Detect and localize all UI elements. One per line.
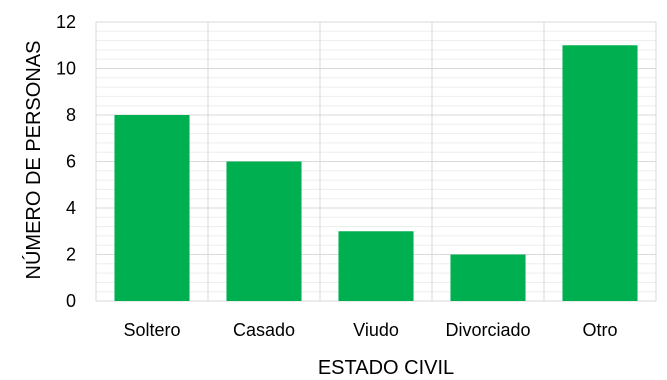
bar-soltero xyxy=(114,115,190,301)
bar-divorciado xyxy=(450,254,526,301)
bar-otro xyxy=(562,45,638,301)
bars xyxy=(114,45,638,301)
y-tick-label: 4 xyxy=(66,198,76,218)
x-tick-label-otro: Otro xyxy=(582,320,617,340)
y-tick-label: 12 xyxy=(56,12,76,32)
x-axis-tick-labels: Soltero Casado Viudo Divorciado Otro xyxy=(123,320,617,340)
y-axis-title: NÚMERO DE PERSONAS xyxy=(22,41,45,280)
x-tick-label-viudo: Viudo xyxy=(353,320,399,340)
y-tick-label: 6 xyxy=(66,152,76,172)
x-tick-label-soltero: Soltero xyxy=(123,320,180,340)
y-axis-tick-labels: 0 2 4 6 8 10 12 xyxy=(56,12,76,311)
bar-viudo xyxy=(338,231,414,301)
x-axis-title: ESTADO CIVIL xyxy=(318,357,454,379)
x-tick-label-casado: Casado xyxy=(233,320,295,340)
vertical-gridlines xyxy=(95,22,657,301)
y-tick-label: 8 xyxy=(66,105,76,125)
bar-casado xyxy=(226,161,302,301)
x-tick-label-divorciado: Divorciado xyxy=(445,320,530,340)
y-tick-label: 2 xyxy=(66,245,76,265)
y-tick-label: 10 xyxy=(56,59,76,79)
y-tick-label: 0 xyxy=(66,291,76,311)
